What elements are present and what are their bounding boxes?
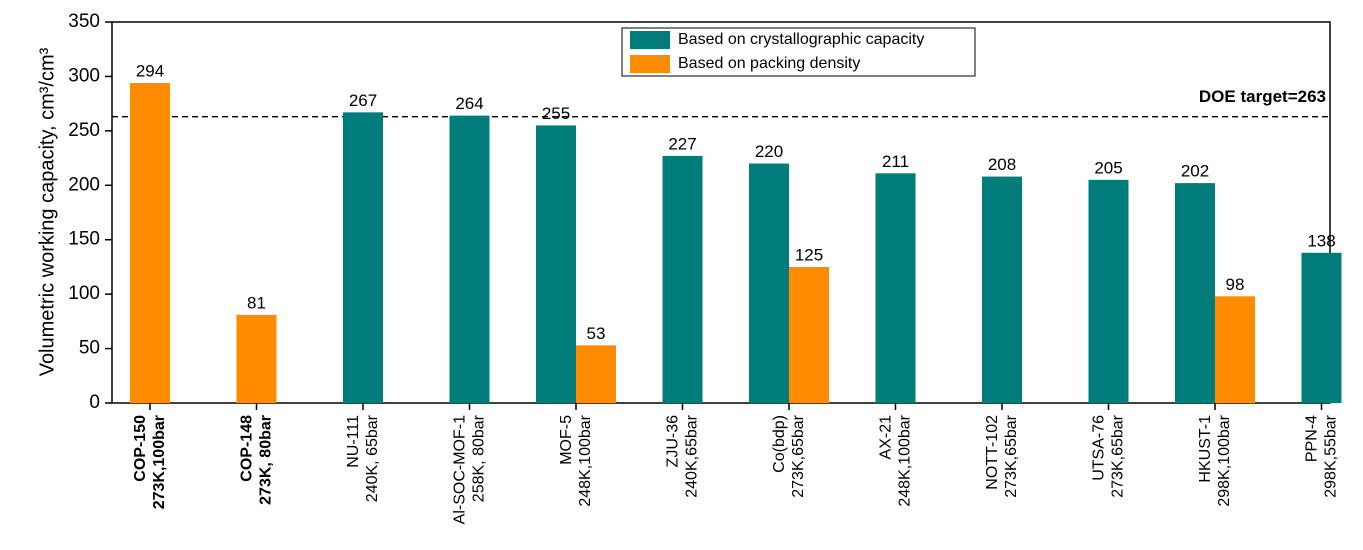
legend-label: Based on packing density bbox=[678, 55, 860, 72]
bar bbox=[1088, 179, 1129, 403]
y-tick-label: 200 bbox=[68, 174, 100, 195]
y-tick-label: 100 bbox=[68, 283, 100, 304]
x-tick-label: PPN-4 bbox=[1304, 415, 1321, 462]
legend-box bbox=[621, 27, 976, 77]
y-tick-label: 250 bbox=[68, 120, 100, 141]
x-tick-sublabel: 273K,65bar bbox=[1110, 414, 1127, 497]
x-tick-sublabel: 273K,65bar bbox=[1003, 414, 1020, 497]
value-label: 81 bbox=[247, 293, 266, 312]
bar bbox=[1215, 296, 1255, 403]
bar bbox=[789, 266, 829, 403]
value-label: 208 bbox=[988, 155, 1016, 174]
legend-swatch bbox=[630, 31, 670, 49]
x-tick-sublabel: 258K, 80bar bbox=[471, 414, 488, 502]
x-tick-sublabel: 273K,100bar bbox=[151, 415, 168, 509]
value-label: 211 bbox=[882, 152, 909, 171]
bar bbox=[449, 115, 490, 404]
x-tick-sublabel: 273K, 80bar bbox=[258, 415, 275, 505]
x-tick-label: AX-21 bbox=[878, 415, 895, 460]
x-tick-sublabel: 298K,100bar bbox=[1216, 414, 1233, 506]
value-label: 205 bbox=[1094, 158, 1122, 177]
x-tick-sublabel: 240K,65bar bbox=[684, 414, 701, 497]
value-label: 202 bbox=[1181, 162, 1209, 181]
x-tick-label: ZJU-36 bbox=[665, 415, 682, 468]
value-label: 255 bbox=[542, 104, 570, 123]
value-label: 125 bbox=[795, 245, 823, 264]
value-label: 264 bbox=[455, 94, 483, 113]
y-tick-label: 0 bbox=[89, 392, 100, 413]
bar bbox=[749, 163, 789, 403]
bar bbox=[875, 173, 916, 403]
bar bbox=[343, 112, 383, 403]
x-tick-label: Co(bdp) bbox=[771, 415, 788, 473]
y-tick-label: 350 bbox=[68, 11, 100, 32]
value-label: 267 bbox=[349, 91, 377, 110]
y-tick-label: 150 bbox=[68, 229, 100, 250]
bar bbox=[130, 82, 170, 404]
reference-label: DOE target=263 bbox=[1199, 87, 1326, 106]
x-tick-label: NOTT-102 bbox=[984, 415, 1001, 490]
x-tick-sublabel: 248K,100bar bbox=[897, 414, 914, 506]
plot-frame bbox=[111, 21, 1331, 404]
y-tick-label: 300 bbox=[68, 65, 100, 86]
x-tick-sublabel: 273K,65bar bbox=[790, 414, 807, 497]
legend-label: Based on crystallographic capacity bbox=[678, 31, 924, 48]
bar bbox=[982, 176, 1022, 403]
value-label: 53 bbox=[587, 324, 606, 343]
x-tick-label: MOF-5 bbox=[558, 415, 575, 465]
x-tick-label: NU-111 bbox=[345, 415, 362, 468]
value-label: 220 bbox=[755, 142, 783, 161]
bar bbox=[536, 125, 576, 404]
x-tick-label: COP-148 bbox=[239, 415, 256, 482]
value-label: 227 bbox=[668, 134, 696, 153]
y-axis-label: Volumetric working capacity, cm³/cm³ bbox=[36, 47, 58, 376]
bar bbox=[1175, 183, 1215, 403]
x-tick-label: Al-SOC-MOF-1 bbox=[452, 415, 469, 524]
x-tick-sublabel: 240K, 65bar bbox=[364, 414, 381, 502]
bar bbox=[576, 345, 616, 403]
bar bbox=[662, 155, 703, 403]
x-tick-sublabel: 298K,55bar bbox=[1323, 414, 1340, 497]
bar bbox=[1301, 252, 1342, 403]
x-tick-label: UTSA-76 bbox=[1091, 415, 1108, 481]
legend-swatch bbox=[630, 55, 670, 73]
bar bbox=[236, 314, 277, 403]
x-tick-label: COP-150 bbox=[132, 415, 149, 482]
value-label: 98 bbox=[1226, 275, 1245, 294]
value-label: 294 bbox=[136, 61, 164, 80]
y-tick-label: 50 bbox=[79, 338, 100, 359]
value-label: 138 bbox=[1307, 231, 1335, 250]
x-tick-label: HKUST-1 bbox=[1197, 415, 1214, 483]
x-tick-sublabel: 248K,100bar bbox=[577, 414, 594, 506]
